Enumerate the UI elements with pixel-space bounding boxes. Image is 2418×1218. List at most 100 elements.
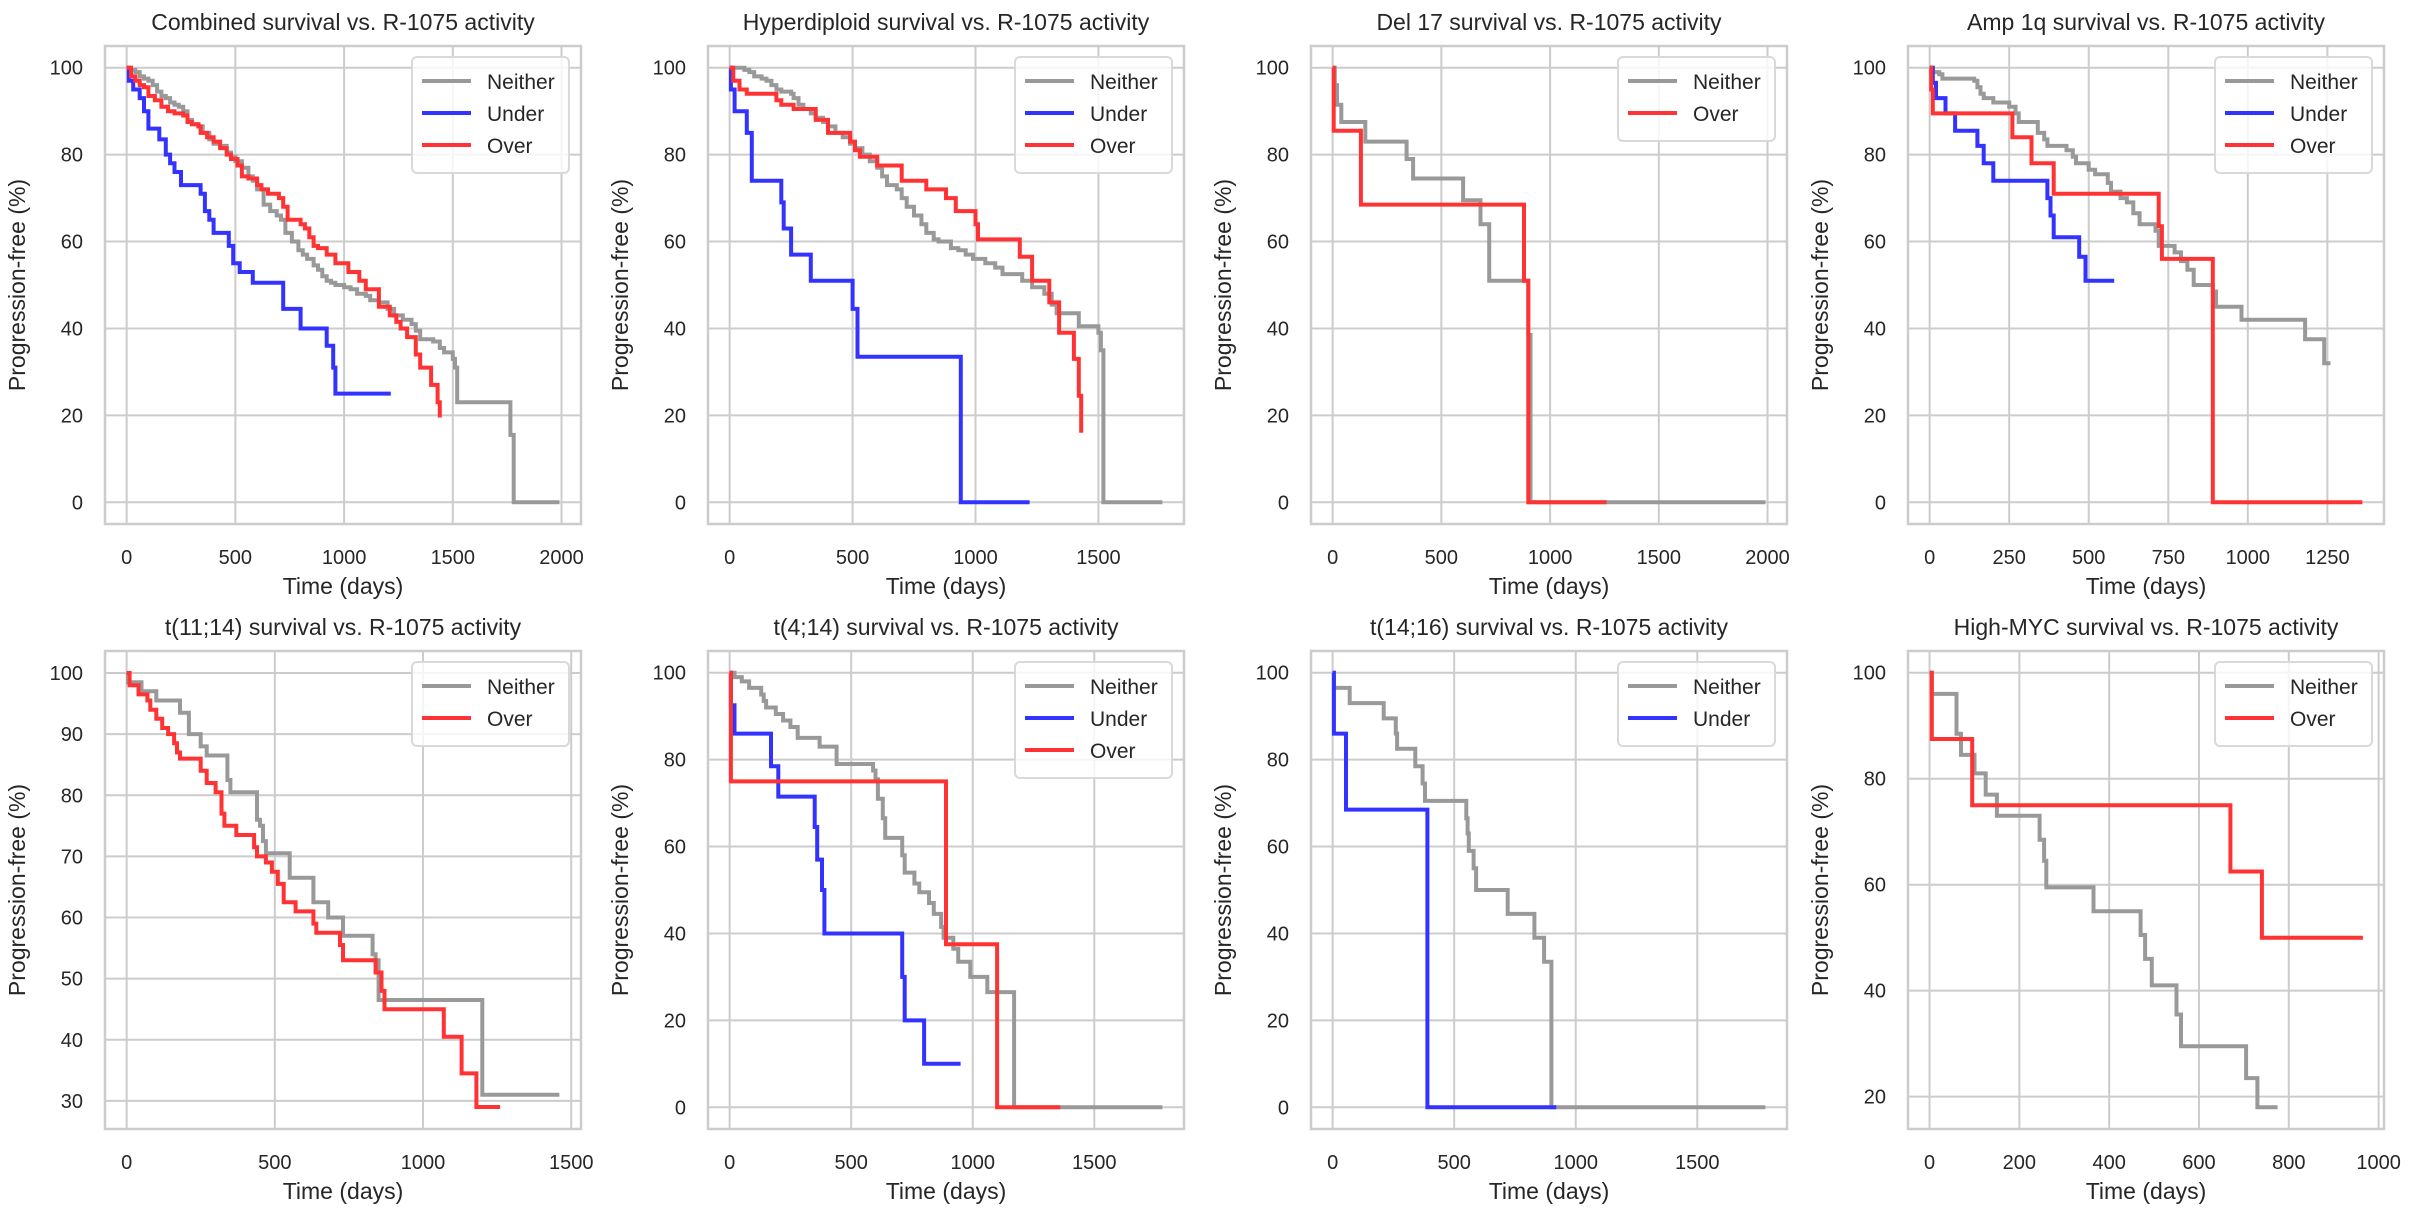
y-tick-label: 80 <box>664 145 686 167</box>
curve-neither <box>126 65 560 505</box>
y-tick-label: 50 <box>61 969 83 991</box>
legend-label: Neither <box>2290 676 2358 699</box>
legend-label: Over <box>2290 135 2336 158</box>
y-tick-label: 0 <box>675 1097 686 1119</box>
curve-over <box>126 65 442 418</box>
subplot-8: High-MYC survival vs. R-1075 activity 0 20… <box>1807 614 2401 1204</box>
x-axis-label: Time (days) <box>2086 1178 2207 1204</box>
legend: Neither Under Over <box>2214 56 2373 174</box>
x-axis-label: Time (days) <box>2086 573 2207 599</box>
y-tick-label: 20 <box>664 405 686 427</box>
curve-over <box>1331 65 1607 505</box>
x-tick-label: 1000 <box>322 547 367 569</box>
legend-frame <box>2214 661 2373 747</box>
x-axis-label: Time (days) <box>1489 573 1610 599</box>
x-tick-label: 1000 <box>1553 1152 1598 1174</box>
x-tick-label: 1250 <box>2305 547 2350 569</box>
y-tick-label: 100 <box>1853 663 1886 685</box>
x-axis-label: Time (days) <box>283 1178 404 1204</box>
curve-neither <box>126 671 560 1097</box>
y-tick-label: 80 <box>1267 145 1289 167</box>
curve-neither <box>1331 670 1766 1110</box>
legend-label: Neither <box>1090 71 1158 94</box>
y-tick-label: 40 <box>1864 981 1886 1003</box>
subplot-title: t(14;16) survival vs. R-1075 activity <box>1370 614 1728 640</box>
x-tick-label: 500 <box>1425 547 1458 569</box>
y-tick-label: 80 <box>61 145 83 167</box>
y-tick-label: 80 <box>1267 750 1289 772</box>
subplot-2: Hyperdiploid survival vs. R-1075 activit… <box>607 9 1186 599</box>
y-tick-label: 100 <box>50 58 83 80</box>
x-tick-label: 1000 <box>1528 547 1573 569</box>
y-tick-label: 0 <box>1278 492 1289 514</box>
legend-label: Over <box>1693 103 1739 126</box>
legend: Neither Under <box>1617 661 1776 747</box>
x-tick-label: 2000 <box>539 547 584 569</box>
legend-label: Over <box>487 708 533 731</box>
x-tick-label: 500 <box>219 547 252 569</box>
subplot-title: t(11;14) survival vs. R-1075 activity <box>165 614 522 640</box>
y-tick-label: 80 <box>1864 145 1886 167</box>
x-tick-label: 1000 <box>401 1152 446 1174</box>
x-tick-label: 0 <box>121 547 132 569</box>
curve-under <box>728 670 961 1066</box>
x-tick-label: 500 <box>258 1152 291 1174</box>
y-tick-label: 20 <box>61 405 83 427</box>
y-axis-label: Progression-free (%) <box>607 784 633 996</box>
subplot-6: t(4;14) survival vs. R-1075 activity 0 500… <box>607 614 1186 1204</box>
curve-over <box>729 65 1084 433</box>
legend-label: Over <box>1090 740 1136 763</box>
subplot-3: Del 17 survival vs. R-1075 activity 0 500 1… <box>1210 9 1790 599</box>
subplot-title: Amp 1q survival vs. R-1075 activity <box>1967 9 2325 35</box>
legend-label: Neither <box>1693 676 1761 699</box>
legend-label: Neither <box>487 676 555 699</box>
y-tick-label: 60 <box>61 232 83 254</box>
x-tick-label: 500 <box>836 547 869 569</box>
y-tick-label: 0 <box>1278 1097 1289 1119</box>
y-tick-label: 40 <box>1267 318 1289 340</box>
y-tick-label: 100 <box>653 58 686 80</box>
x-tick-label: 1500 <box>1072 1152 1117 1174</box>
subplot-title: t(4;14) survival vs. R-1075 activity <box>773 614 1119 640</box>
y-axis-label: Progression-free (%) <box>607 179 633 391</box>
y-tick-label: 60 <box>664 837 686 859</box>
y-tick-label: 0 <box>72 492 83 514</box>
x-axis-label: Time (days) <box>886 1178 1007 1204</box>
x-tick-label: 0 <box>1924 547 1935 569</box>
x-tick-label: 1500 <box>1675 1152 1720 1174</box>
curve-over <box>728 670 1061 1110</box>
y-tick-label: 60 <box>61 908 83 930</box>
y-axis-label: Progression-free (%) <box>4 784 30 996</box>
axes-frame <box>706 649 1186 1131</box>
subplot-title: Del 17 survival vs. R-1075 activity <box>1376 9 1722 35</box>
y-tick-label: 60 <box>664 232 686 254</box>
curve-under <box>126 65 391 396</box>
x-tick-label: 500 <box>2072 547 2105 569</box>
legend: Neither Under Over <box>411 56 570 174</box>
legend-label: Under <box>1090 103 1147 126</box>
x-tick-label: 1000 <box>2356 1152 2401 1174</box>
subplot-4: Amp 1q survival vs. R-1075 activity 0 250 5… <box>1807 9 2386 599</box>
x-tick-label: 0 <box>1327 1152 1338 1174</box>
x-tick-label: 2000 <box>1745 547 1790 569</box>
curve-under <box>1929 65 2115 283</box>
axes-frame <box>1309 44 1789 526</box>
y-axis-label: Progression-free (%) <box>1807 784 1833 996</box>
y-tick-label: 100 <box>653 663 686 685</box>
y-tick-label: 100 <box>1256 663 1289 685</box>
legend-label: Under <box>487 103 544 126</box>
legend-label: Neither <box>2290 71 2358 94</box>
x-axis-label: Time (days) <box>1489 1178 1610 1204</box>
legend-label: Over <box>2290 708 2336 731</box>
x-tick-label: 200 <box>2003 1152 2036 1174</box>
y-tick-label: 0 <box>1875 492 1886 514</box>
y-axis-label: Progression-free (%) <box>4 179 30 391</box>
y-tick-label: 60 <box>1267 837 1289 859</box>
legend-frame <box>1617 661 1776 747</box>
y-tick-label: 20 <box>1864 1087 1886 1109</box>
y-tick-label: 40 <box>664 318 686 340</box>
y-tick-label: 40 <box>61 318 83 340</box>
x-tick-label: 1000 <box>950 1152 995 1174</box>
y-tick-label: 100 <box>50 663 83 685</box>
